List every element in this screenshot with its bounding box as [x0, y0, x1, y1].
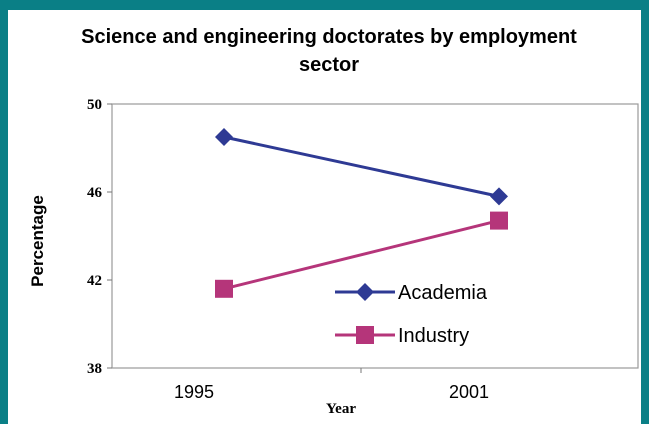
series-layer — [215, 128, 508, 298]
y-tick-label: 46 — [87, 185, 103, 201]
legend-marker-industry — [356, 326, 374, 344]
series-line-industry — [223, 219, 500, 291]
legend-label-academia: Academia — [398, 282, 488, 304]
y-tick-label: 50 — [87, 97, 102, 113]
legend-label-industry: Industry — [398, 325, 469, 347]
data-point-academia — [215, 128, 233, 146]
series-industry — [215, 211, 508, 298]
series-academia — [215, 128, 508, 206]
y-axis-ticks: 50 46 42 38 — [87, 97, 112, 377]
legend-marker-academia — [356, 283, 374, 301]
y-axis-title: Percentage — [28, 195, 47, 287]
data-point-academia — [490, 187, 508, 206]
y-tick-label: 42 — [87, 273, 102, 289]
plot-area-border — [111, 103, 639, 369]
chart-title-line-2: sector — [299, 54, 359, 76]
chart-frame — [8, 10, 641, 424]
series-line-academia — [223, 135, 500, 198]
data-point-industry — [490, 211, 508, 230]
data-point-industry — [215, 279, 233, 298]
x-tick-label: 2001 — [449, 382, 489, 402]
x-axis-ticks: 1995 2001 — [174, 368, 489, 402]
x-axis-title: Year — [326, 401, 356, 417]
legend: Academia Industry — [335, 282, 488, 347]
y-tick-label: 38 — [87, 361, 102, 377]
x-tick-label: 1995 — [174, 382, 214, 402]
chart-title-line-1: Science and engineering doctorates by em… — [81, 26, 577, 48]
